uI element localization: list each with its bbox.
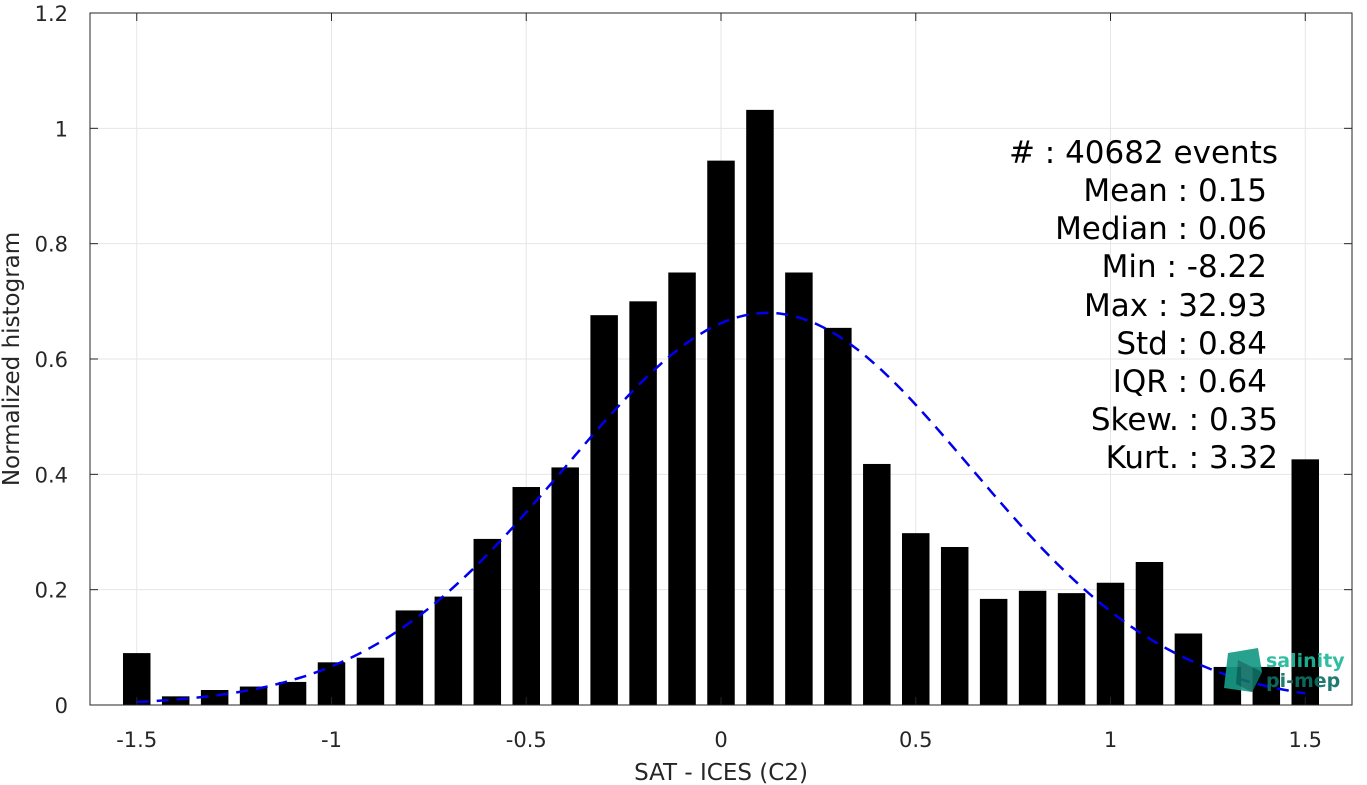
bar-20 — [902, 533, 930, 705]
bar-6 — [356, 657, 385, 705]
x-tick-label-5: 1 — [1104, 728, 1117, 752]
bars — [122, 109, 1320, 706]
bar-22 — [979, 598, 1008, 705]
bar-11 — [551, 467, 579, 705]
bar-8 — [434, 596, 463, 705]
x-tick-label-4: 0.5 — [899, 728, 932, 752]
x-tick-label-3: 0 — [714, 728, 727, 752]
bar-10 — [512, 487, 540, 705]
stat-std: Std : 0.84 — [1116, 326, 1267, 362]
bar-27 — [1174, 633, 1203, 705]
stat-min: Min : -8.22 — [1102, 249, 1267, 285]
y-tick-label-4: 0.8 — [35, 233, 68, 257]
bar-15 — [707, 160, 735, 706]
stat-max: Max : 32.93 — [1084, 288, 1267, 324]
stat-skew: Skew. : 0.35 — [1091, 402, 1278, 438]
bar-24 — [1057, 593, 1086, 705]
logo-mark-shade — [1236, 660, 1262, 692]
y-tick-label-6: 1.2 — [35, 2, 68, 26]
y-tick-label-1: 0.2 — [35, 579, 68, 603]
ticks — [90, 12, 1352, 706]
bar-12 — [590, 315, 618, 705]
bar-23 — [1018, 590, 1047, 705]
stat-events: # : 40682 events — [1009, 135, 1278, 171]
bar-3 — [239, 686, 268, 705]
bar-1 — [161, 696, 190, 705]
bar-19 — [863, 463, 891, 705]
bar-18 — [824, 327, 852, 705]
bar-7 — [395, 610, 424, 705]
stat-iqr: IQR : 0.64 — [1113, 364, 1267, 400]
y-axis-label: Normalized histogram — [0, 232, 25, 486]
y-tick-label-5: 1 — [55, 117, 68, 141]
stat-median: Median : 0.06 — [1055, 211, 1267, 247]
salinity-pimep-logo: salinity pi-mep — [1224, 648, 1345, 692]
bar-9 — [473, 538, 502, 705]
gaussian-fit-curve — [136, 311, 1306, 704]
x-tick-label-0: -1.5 — [116, 728, 157, 752]
x-axis-label: SAT - ICES (C2) — [634, 760, 808, 785]
bar-21 — [940, 546, 969, 705]
bar-30 — [1291, 459, 1320, 705]
logo-text-line1: salinity — [1266, 650, 1345, 672]
stat-kurt: Kurt. : 3.32 — [1106, 440, 1278, 476]
bar-16 — [746, 109, 774, 705]
y-tick-label-0: 0 — [55, 694, 68, 718]
x-tick-label-6: 1.5 — [1289, 728, 1322, 752]
statistics-box: # : 40682 events Mean : 0.15 Median : 0.… — [1009, 135, 1278, 476]
bar-25 — [1096, 582, 1125, 705]
bar-17 — [785, 272, 813, 705]
bar-13 — [629, 301, 657, 705]
tick-labels: -1.5 -1 -0.5 0 0.5 1 1.5 0 0.2 0.4 0.6 0.8 1 1.2 — [35, 2, 1322, 752]
bar-0 — [122, 653, 151, 705]
logo-text-line2: pi-mep — [1266, 670, 1340, 692]
y-tick-label-2: 0.4 — [35, 463, 68, 487]
x-tick-label-1: -1 — [321, 728, 342, 752]
x-tick-label-2: -0.5 — [506, 728, 547, 752]
bar-4 — [278, 681, 307, 705]
y-tick-label-3: 0.6 — [35, 348, 68, 372]
stat-mean: Mean : 0.15 — [1083, 173, 1267, 209]
bar-14 — [668, 272, 696, 705]
